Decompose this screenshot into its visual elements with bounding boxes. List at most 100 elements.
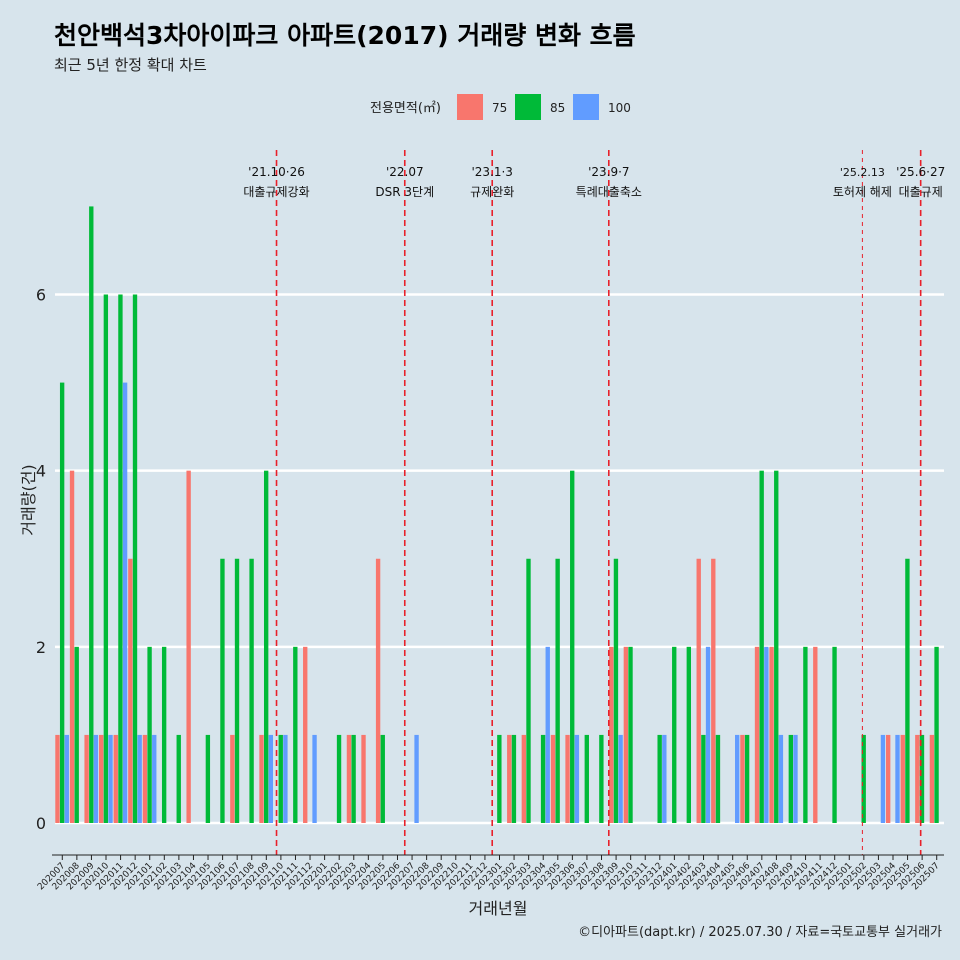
bar-202304-100	[545, 646, 550, 823]
y-tick-label: 2	[36, 638, 46, 657]
bar-202312-100	[662, 734, 667, 823]
bar-202108-85	[249, 558, 254, 823]
bar-202408-100	[778, 734, 784, 823]
bar-202405-100	[735, 734, 740, 823]
bar-202302-85	[511, 734, 517, 823]
bar-202011-100	[122, 382, 128, 823]
bar-202007-85	[59, 382, 65, 823]
bar-202207-100	[414, 734, 419, 823]
bar-202505-75	[900, 734, 905, 823]
bar-202010-85	[103, 294, 109, 823]
y-axis-label: 거래량(건)	[19, 464, 38, 535]
bar-202012-85	[132, 294, 138, 823]
bar-202101-85	[147, 646, 152, 823]
bar-202310-75	[623, 646, 629, 823]
annotation-date: '21.10·26	[248, 165, 305, 179]
bar-202306-85	[570, 470, 575, 823]
bar-202403-100	[705, 646, 711, 823]
bar-202401-85	[672, 646, 677, 823]
bar-202008-85	[74, 646, 79, 823]
bar-202305-75	[550, 734, 556, 823]
bar-202012-75	[128, 558, 133, 823]
legend-key-100	[573, 94, 599, 120]
bar-202107-75	[230, 734, 235, 823]
bar-202306-100	[574, 734, 580, 823]
annotation-label: 대출규제강화	[243, 185, 309, 199]
bar-202010-100	[108, 734, 113, 823]
bar-202009-100	[93, 734, 99, 823]
bar-202107-85	[234, 558, 240, 823]
bar-202407-85	[759, 470, 764, 823]
bar-202104-75	[186, 470, 191, 823]
bar-202304-85	[540, 734, 546, 823]
bar-202407-75	[754, 646, 760, 823]
bar-202309-75	[609, 646, 614, 823]
bar-202307-85	[584, 734, 589, 823]
bar-202303-75	[521, 734, 527, 823]
bar-202302-75	[507, 734, 512, 823]
bar-202007-100	[64, 734, 69, 823]
legend-label-85: 85	[550, 101, 565, 115]
bar-202010-75	[99, 734, 104, 823]
bar-202507-75	[929, 734, 935, 823]
bar-202103-85	[176, 734, 181, 823]
chart-caption: ©디아파트(dapt.kr) / 2025.07.30 / 자료=국토교통부 실…	[578, 925, 942, 940]
y-tick-label: 6	[36, 286, 46, 305]
chart-subtitle: 최근 5년 한정 확대 차트	[54, 56, 207, 74]
bar-202308-85	[599, 734, 604, 823]
bar-202009-85	[89, 206, 94, 823]
annotation-date: '22.07	[386, 165, 424, 179]
y-tick-label: 4	[36, 462, 46, 481]
x-axis: 2020072020082020092020102020112020122021…	[36, 854, 944, 892]
x-axis-label: 거래년월	[469, 899, 528, 918]
legend-label-75: 75	[492, 101, 507, 115]
legend: 전용면적(㎡) 75 85 100	[370, 94, 631, 120]
bar-202403-85	[701, 734, 706, 823]
annotation-date: '25.6·27	[896, 165, 945, 179]
y-axis: 0 2 4 6	[36, 286, 46, 833]
bar-202301-85	[497, 734, 502, 823]
annotation-label: 규제완화	[470, 185, 514, 199]
bar-202310-85	[628, 646, 633, 823]
bar-202011-85	[118, 294, 123, 823]
bar-202412-85	[832, 646, 837, 823]
bar-202507-85	[934, 646, 939, 823]
bar-202109-100	[268, 734, 274, 823]
annotations: '21.10·26 대출규제강화 '22.07 DSR 3단계 '23.1·3 규제완화 '…	[243, 150, 945, 855]
bar-202504-100	[895, 734, 900, 823]
bar-202410-85	[803, 646, 808, 823]
bar-202404-75	[711, 558, 716, 823]
bar-202505-85	[905, 558, 910, 823]
bar-202504-75	[885, 734, 891, 823]
bar-202106-85	[220, 558, 225, 823]
bar-202202-85	[336, 734, 342, 823]
bar-202101-75	[142, 734, 148, 823]
bar-202406-75	[740, 734, 745, 823]
bar-202203-75	[346, 734, 352, 823]
bar-202110-100	[283, 734, 288, 823]
bar-202312-85	[657, 734, 662, 823]
y-tick-label: 0	[36, 814, 46, 833]
bars	[55, 206, 939, 823]
bar-202303-85	[526, 558, 531, 823]
bar-202008-75	[69, 470, 75, 823]
bar-202409-100	[793, 734, 798, 823]
bar-202407-100	[764, 646, 769, 823]
bar-202101-100	[152, 734, 157, 823]
bar-202306-75	[565, 734, 570, 823]
bar-202203-85	[351, 734, 356, 823]
annotation-date: '23.9·7	[588, 165, 629, 179]
bar-202105-85	[205, 734, 211, 823]
legend-key-85	[515, 94, 541, 120]
legend-key-75	[457, 94, 483, 120]
bar-202503-100	[880, 734, 886, 823]
bar-202403-75	[696, 558, 701, 823]
chart-title: 천안백석3차아이파크 아파트(2017) 거래량 변화 흐름	[54, 21, 636, 50]
bar-202408-85	[774, 470, 779, 823]
bar-202305-85	[555, 558, 560, 823]
bar-202102-85	[161, 646, 167, 823]
bar-202309-100	[618, 734, 623, 823]
bar-202404-85	[715, 734, 721, 823]
annotation-date: '25.2.13	[840, 166, 885, 179]
